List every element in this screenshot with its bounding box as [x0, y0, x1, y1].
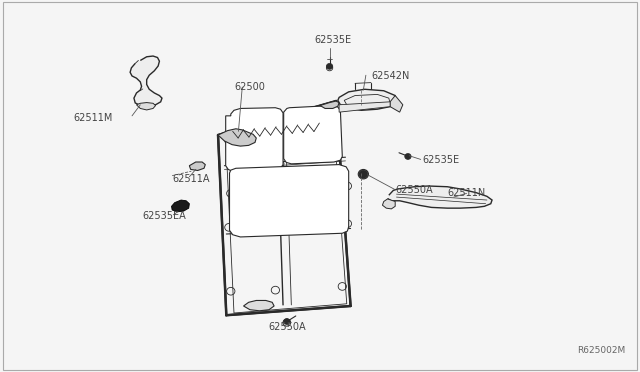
Polygon shape — [226, 108, 283, 171]
Text: 62550A: 62550A — [395, 185, 433, 195]
Polygon shape — [136, 103, 156, 110]
Ellipse shape — [404, 154, 411, 160]
Polygon shape — [130, 56, 162, 107]
Polygon shape — [320, 101, 339, 109]
Polygon shape — [244, 301, 274, 311]
Text: 62542N: 62542N — [371, 71, 410, 81]
Text: 62511A: 62511A — [172, 174, 210, 184]
Ellipse shape — [326, 63, 333, 69]
Polygon shape — [339, 102, 390, 112]
Text: 62535E: 62535E — [422, 155, 459, 165]
Polygon shape — [338, 89, 396, 110]
Polygon shape — [230, 164, 349, 237]
Polygon shape — [284, 106, 342, 164]
Polygon shape — [390, 96, 403, 112]
Polygon shape — [388, 186, 492, 208]
Text: 62535EA: 62535EA — [142, 211, 186, 221]
Polygon shape — [189, 162, 205, 170]
Text: R625002M: R625002M — [578, 346, 626, 355]
Polygon shape — [218, 129, 256, 146]
Text: 62535E: 62535E — [314, 35, 351, 45]
Ellipse shape — [284, 318, 290, 324]
Text: 62511M: 62511M — [74, 113, 113, 123]
Polygon shape — [383, 199, 395, 209]
Polygon shape — [172, 200, 189, 212]
Text: 62511N: 62511N — [447, 188, 486, 198]
Text: 62500: 62500 — [234, 82, 265, 92]
Ellipse shape — [359, 170, 368, 178]
Text: 62550A: 62550A — [268, 322, 306, 332]
